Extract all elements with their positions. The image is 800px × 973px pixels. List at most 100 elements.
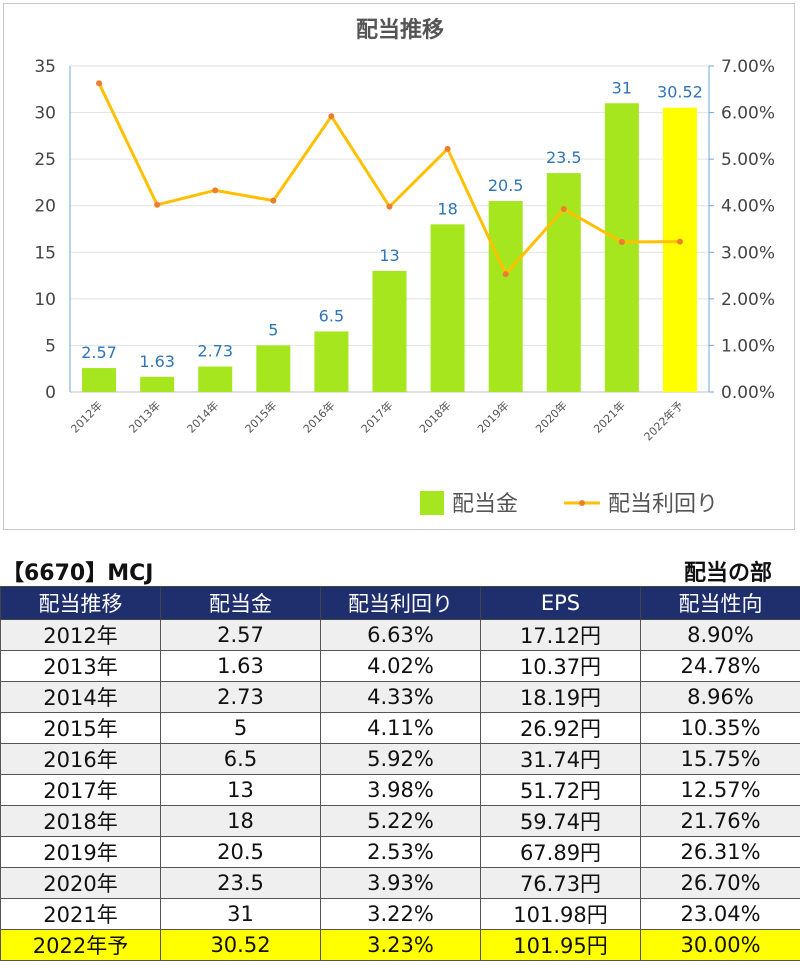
table-row: 2021年 31 3.22% 101.98円 23.04% [0, 898, 800, 930]
cell-dividend: 20.5 [160, 836, 321, 868]
dividend-chart: 配当推移 0 5 10 15 20 25 30 35 0.00% 1.00% 2.00% 3.00% 4.… [3, 3, 795, 530]
cell-dividend: 18 [160, 805, 321, 837]
cell-eps: 26.92円 [480, 712, 641, 744]
cell-eps: 76.73円 [480, 867, 641, 899]
bar-dividend [314, 331, 349, 392]
cell-eps: 59.74円 [480, 805, 641, 837]
y-right-tick-label: 3.00% [721, 243, 775, 263]
bar-data-label: 20.5 [488, 176, 524, 195]
y-right-tick-label: 0.00% [721, 383, 775, 403]
cell-yield: 5.92% [320, 743, 481, 775]
legend-label-dividend: 配当金 [452, 492, 518, 517]
table-row: 2017年 13 3.98% 51.72円 12.57% [0, 774, 800, 806]
bar-dividend [256, 345, 291, 392]
chart-title: 配当推移 [356, 17, 444, 43]
cell-payout-ratio: 26.31% [640, 836, 800, 868]
cell-eps: 67.89円 [480, 836, 641, 868]
cell-payout-ratio: 23.04% [640, 898, 800, 930]
yield-point [386, 203, 393, 210]
cell-payout-ratio: 21.76% [640, 805, 800, 837]
cell-eps: 10.37円 [480, 650, 641, 682]
bar-data-label: 23.5 [546, 148, 582, 167]
yield-point [96, 80, 103, 87]
x-category-label: 2020年 [532, 398, 569, 435]
cell-dividend: 13 [160, 774, 321, 806]
x-category-label: 2019年 [474, 398, 511, 435]
table-caption-row: 【6670】MCJ 配当の部 [0, 555, 800, 589]
bar-dividend [604, 103, 639, 392]
cell-payout-ratio: 12.57% [640, 774, 800, 806]
cell-eps: 17.12円 [480, 619, 641, 651]
cell-yield: 4.02% [320, 650, 481, 682]
bar-dividend [488, 201, 523, 392]
header-payout-ratio: 配当性向 [640, 586, 800, 620]
y-right-tick-label: 7.00% [721, 57, 775, 77]
table-header-row: 配当推移 配当金 配当利回り EPS 配当性向 [0, 586, 800, 620]
bar-dividend [430, 224, 465, 392]
cell-yield: 3.22% [320, 898, 481, 930]
bar-dividend [82, 368, 117, 392]
cell-dividend: 23.5 [160, 867, 321, 899]
bar-data-label: 6.5 [319, 306, 344, 325]
yield-point [270, 197, 277, 204]
cell-year: 2022年予 [0, 929, 161, 961]
x-category-label: 2016年 [300, 398, 337, 435]
cell-eps: 101.98円 [480, 898, 641, 930]
table-row: 2022年予 30.52 3.23% 101.95円 30.00% [0, 929, 800, 961]
cell-yield: 2.53% [320, 836, 481, 868]
cell-eps: 18.19円 [480, 681, 641, 713]
x-category-label: 2012年 [68, 398, 105, 435]
x-category-label: 2013年 [126, 398, 163, 435]
cell-payout-ratio: 8.90% [640, 619, 800, 651]
legend-swatch-dividend [420, 491, 444, 515]
bar-data-label: 30.52 [657, 83, 703, 102]
table-row: 2016年 6.5 5.92% 31.74円 15.75% [0, 743, 800, 775]
bar-data-label: 1.63 [139, 352, 175, 371]
table-row: 2020年 23.5 3.93% 76.73円 26.70% [0, 867, 800, 899]
cell-year: 2019年 [0, 836, 161, 868]
table-row: 2012年 2.57 6.63% 17.12円 8.90% [0, 619, 800, 651]
cell-yield: 4.11% [320, 712, 481, 744]
y-left-tick-label: 15 [34, 243, 56, 263]
bar-data-label: 18 [437, 199, 457, 218]
cell-year: 2013年 [0, 650, 161, 682]
bar-dividend [198, 366, 233, 392]
bar-dividend [546, 173, 581, 392]
table-row: 2013年 1.63 4.02% 10.37円 24.78% [0, 650, 800, 682]
yield-point [502, 271, 509, 278]
cell-dividend: 1.63 [160, 650, 321, 682]
x-category-label: 2018年 [416, 398, 453, 435]
yield-point [444, 145, 451, 152]
x-category-label: 2015年 [242, 398, 279, 435]
bar-data-label: 31 [612, 78, 632, 97]
header-dividend: 配当金 [160, 586, 321, 620]
cell-dividend: 2.73 [160, 681, 321, 713]
chart-canvas: 配当推移 0 5 10 15 20 25 30 35 0.00% 1.00% 2.00% 3.00% 4.… [34, 17, 775, 517]
table-row: 2015年 5 4.11% 26.92円 10.35% [0, 712, 800, 744]
bar-dividend [662, 107, 697, 392]
y-left-tick-label: 20 [34, 197, 56, 217]
y-left-tick-label: 25 [34, 150, 56, 170]
bar-dividend [372, 270, 407, 392]
x-category-label: 2021年 [591, 398, 628, 435]
cell-year: 2020年 [0, 867, 161, 899]
cell-payout-ratio: 15.75% [640, 743, 800, 775]
cell-eps: 31.74円 [480, 743, 641, 775]
header-yield: 配当利回り [320, 586, 481, 620]
table-row: 2014年 2.73 4.33% 18.19円 8.96% [0, 681, 800, 713]
cell-year: 2016年 [0, 743, 161, 775]
cell-year: 2021年 [0, 898, 161, 930]
bar-dividend [140, 376, 175, 392]
x-category-label: 2017年 [358, 398, 395, 435]
cell-year: 2018年 [0, 805, 161, 837]
y-left-tick-label: 10 [34, 290, 56, 310]
y-right-tick-label: 6.00% [721, 104, 775, 124]
cell-eps: 101.95円 [480, 929, 641, 961]
cell-payout-ratio: 30.00% [640, 929, 800, 961]
cell-payout-ratio: 24.78% [640, 650, 800, 682]
yield-point [328, 113, 335, 120]
cell-payout-ratio: 10.35% [640, 712, 800, 744]
cell-yield: 3.98% [320, 774, 481, 806]
header-eps: EPS [480, 586, 641, 620]
table-row: 2019年 20.5 2.53% 67.89円 26.31% [0, 836, 800, 868]
